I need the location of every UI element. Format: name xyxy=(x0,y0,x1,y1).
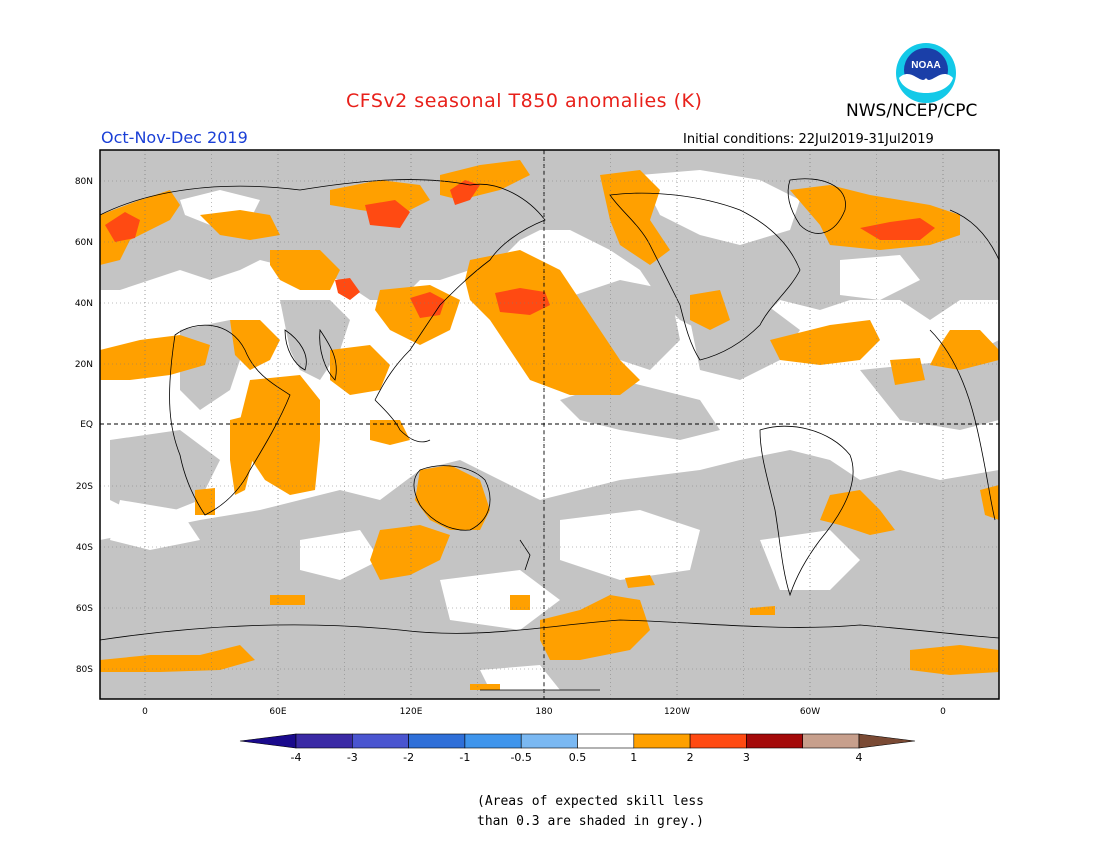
lat-label-20s: 20S xyxy=(76,482,93,492)
lon-label-6: 0 xyxy=(940,707,946,717)
lon-label-4: 120W xyxy=(664,707,690,717)
colorbar-swatch-8 xyxy=(746,733,804,749)
lat-label-60n: 60N xyxy=(75,238,93,248)
colorbar-label: -3 xyxy=(347,751,358,764)
colorbar-label: -2 xyxy=(403,751,414,764)
colorbar-label: -1 xyxy=(459,751,470,764)
colorbar: -4 -3 -2 -1 -0.5 0.5 1 2 3 4 xyxy=(239,733,916,764)
colorbar-swatch-5 xyxy=(577,733,635,749)
colorbar-label: 0.5 xyxy=(569,751,587,764)
colorbar-swatch-0 xyxy=(295,733,353,749)
colorbar-label: 4 xyxy=(856,751,863,764)
colorbar-label: -4 xyxy=(291,751,302,764)
colorbar-swatch-3 xyxy=(464,733,522,749)
lat-label-80n: 80N xyxy=(75,177,93,187)
lat-label-40n: 40N xyxy=(75,299,93,309)
season-label: Oct-Nov-Dec 2019 xyxy=(101,128,248,147)
colorbar-label: 1 xyxy=(630,751,637,764)
lat-label-eq: EQ xyxy=(80,420,93,430)
lon-label-5: 60W xyxy=(800,707,820,717)
lon-label-0: 0 xyxy=(142,707,148,717)
red-anomalies xyxy=(105,180,935,318)
colorbar-label: 2 xyxy=(687,751,694,764)
orange-anomalies xyxy=(100,160,999,690)
colorbar-swatch-7 xyxy=(689,733,747,749)
coastlines xyxy=(99,178,1000,691)
lat-label-60s: 60S xyxy=(76,604,93,614)
initial-conditions-label: Initial conditions: 22Jul2019-31Jul2019 xyxy=(683,132,934,147)
lon-label-2: 120E xyxy=(400,707,423,717)
colorbar-swatch-4 xyxy=(520,733,578,749)
colorbar-label: -0.5 xyxy=(510,751,531,764)
anomaly-map xyxy=(99,149,1000,700)
colorbar-swatch-6 xyxy=(633,733,691,749)
lat-label-40s: 40S xyxy=(76,543,93,553)
colorbar-low-arrow xyxy=(239,733,297,749)
colorbar-swatch-2 xyxy=(408,733,466,749)
agency-label: NWS/NCEP/CPC xyxy=(846,101,978,121)
lon-label-3: 180 xyxy=(535,707,552,717)
latitude-labels: 80N 60N 40N 20N EQ 20S 40S 60S 80S xyxy=(75,177,93,675)
colorbar-swatch-1 xyxy=(351,733,409,749)
colorbar-high-arrow xyxy=(858,733,916,749)
longitude-labels: 0 60E 120E 180 120W 60W 0 xyxy=(142,707,946,717)
colorbar-label: 3 xyxy=(743,751,750,764)
skill-note-line-1: (Areas of expected skill less xyxy=(477,794,704,809)
skill-note-line-2: than 0.3 are shaded in grey.) xyxy=(477,814,704,829)
skill-note: (Areas of expected skill less than 0.3 a… xyxy=(477,792,704,832)
map-title: CFSv2 seasonal T850 anomalies (K) xyxy=(346,90,703,112)
noaa-logo-icon: NOAA xyxy=(896,43,956,103)
map-frame xyxy=(99,149,1000,700)
lat-label-80s: 80S xyxy=(76,665,93,675)
noaa-logo-text: NOAA xyxy=(911,60,940,71)
lat-label-20n: 20N xyxy=(75,360,93,370)
colorbar-swatch-9 xyxy=(802,733,860,749)
lon-label-1: 60E xyxy=(269,707,286,717)
